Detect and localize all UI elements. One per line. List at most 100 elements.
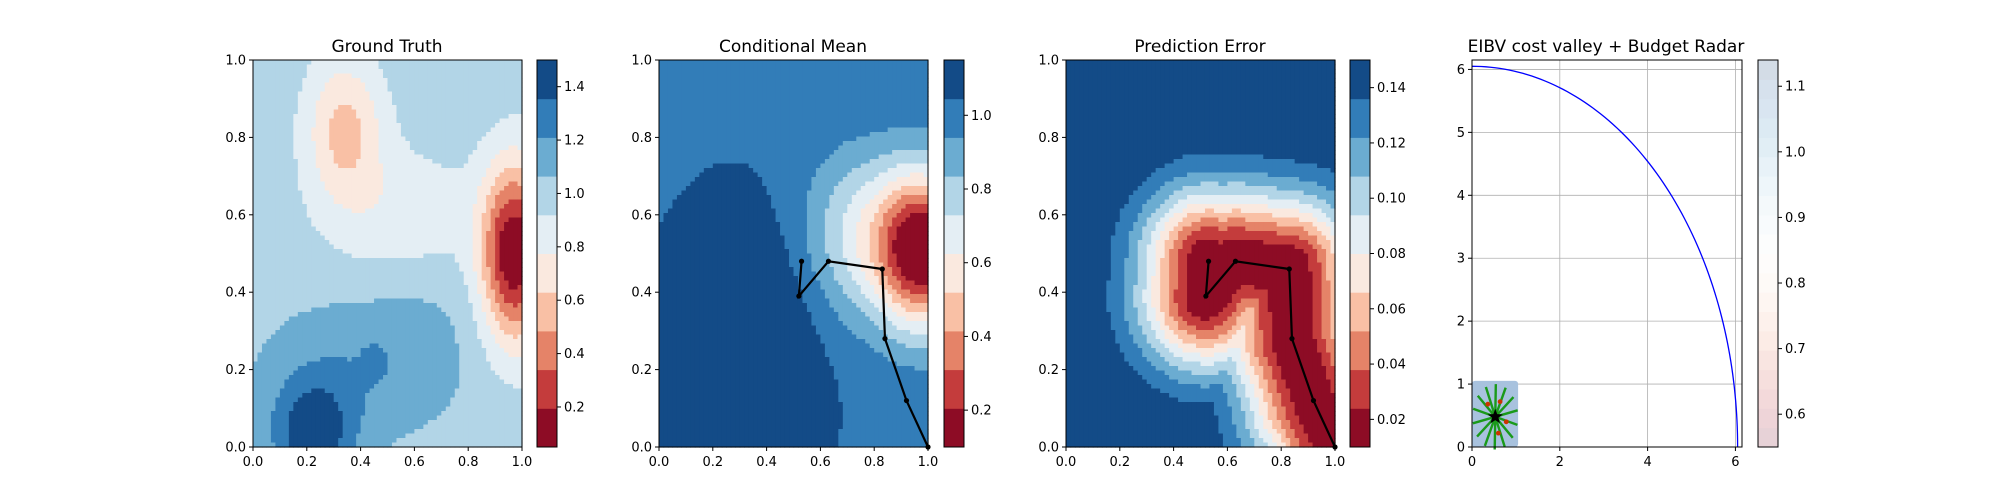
heatmap-cell — [481, 154, 487, 160]
heatmap-cell — [270, 397, 277, 403]
heatmap-cell — [486, 172, 492, 178]
heatmap-cell — [418, 177, 424, 183]
heatmap-cell — [356, 199, 362, 205]
heatmap-cell — [495, 168, 501, 174]
heatmap-cell — [495, 109, 501, 115]
heatmap-cell — [490, 213, 496, 219]
heatmap-cell — [351, 285, 357, 291]
heatmap-cell — [320, 384, 326, 390]
heatmap-cell — [306, 199, 312, 205]
heatmap-cell — [490, 294, 496, 300]
heatmap-cell — [329, 262, 335, 268]
heatmap-cell — [288, 406, 294, 412]
heatmap-cell — [423, 100, 429, 106]
heatmap-cell — [279, 96, 285, 102]
heatmap-cell — [329, 114, 335, 120]
heatmap-cell — [486, 375, 492, 381]
heatmap-cell — [369, 244, 375, 250]
heatmap-cell — [490, 163, 496, 169]
heatmap-cell — [279, 348, 285, 354]
heatmap-cell — [472, 415, 478, 421]
heatmap-cell — [284, 276, 290, 282]
heatmap-cell — [445, 388, 451, 394]
heatmap-cell — [459, 100, 465, 106]
heatmap-cell — [266, 132, 272, 138]
heatmap-cell — [360, 415, 366, 421]
heatmap-cell — [477, 420, 483, 426]
heatmap-cell — [432, 195, 438, 201]
heatmap-cell — [311, 429, 317, 435]
heatmap-cell — [396, 379, 402, 385]
heatmap-cell — [320, 159, 326, 165]
heatmap-cell — [270, 370, 277, 376]
heatmap-cell — [441, 393, 447, 399]
heatmap-cell — [472, 420, 478, 426]
heatmap-cell — [365, 204, 371, 210]
heatmap-cell — [472, 262, 478, 268]
heatmap-cell — [495, 357, 501, 363]
heatmap-cell — [347, 127, 353, 133]
heatmap-cell — [253, 406, 259, 412]
heatmap-cell — [499, 397, 505, 403]
heatmap-cell — [409, 424, 415, 430]
heatmap-cell — [418, 73, 424, 79]
heatmap-cell — [508, 60, 514, 66]
heatmap-cell — [266, 244, 272, 250]
heatmap-cell — [481, 388, 487, 394]
heatmap-cell — [338, 303, 344, 309]
heatmap-cell — [360, 352, 366, 358]
heatmap-cell — [423, 298, 429, 304]
heatmap-cell — [387, 213, 393, 219]
heatmap-cell — [293, 249, 299, 255]
heatmap-cell — [297, 186, 303, 192]
heatmap-cell — [338, 370, 344, 376]
heatmap-cell — [409, 411, 415, 417]
heatmap-cell — [427, 154, 433, 160]
heatmap-cell — [253, 168, 259, 174]
heatmap-cell — [288, 276, 294, 282]
heatmap-cell — [369, 145, 375, 151]
heatmap-cell — [383, 168, 389, 174]
heatmap-cell — [315, 109, 321, 115]
heatmap-cell — [513, 222, 519, 228]
heatmap-cell — [463, 222, 469, 228]
heatmap-cell — [306, 348, 312, 354]
heatmap-cell — [261, 402, 268, 408]
heatmap-cell — [495, 240, 501, 246]
heatmap-cell — [306, 307, 312, 313]
heatmap-cell — [391, 271, 398, 277]
heatmap-cell — [324, 321, 330, 327]
heatmap-cell — [302, 433, 308, 439]
heatmap-cell — [360, 249, 366, 255]
heatmap-cell — [423, 312, 429, 318]
heatmap-cell — [293, 429, 299, 435]
heatmap-cell — [257, 429, 263, 435]
heatmap-cell — [450, 226, 456, 232]
heatmap-cell — [342, 298, 348, 304]
heatmap-cell — [450, 73, 456, 79]
heatmap-cell — [279, 361, 285, 367]
heatmap-cell — [486, 132, 492, 138]
heatmap-cell — [427, 280, 433, 286]
heatmap-cell — [347, 240, 353, 246]
heatmap-cell — [481, 334, 487, 340]
heatmap-cell — [360, 145, 366, 151]
heatmap-cell — [391, 420, 398, 426]
heatmap-cell — [333, 343, 339, 349]
heatmap-cell — [423, 186, 429, 192]
heatmap-cell — [306, 105, 312, 111]
heatmap-cell — [342, 172, 348, 178]
heatmap-cell — [391, 123, 398, 129]
heatmap-cell — [418, 217, 424, 223]
heatmap-cell — [338, 91, 344, 97]
heatmap-cell — [315, 235, 321, 241]
heatmap-cell — [508, 150, 514, 156]
heatmap-cell — [320, 78, 326, 84]
heatmap-cell — [293, 231, 299, 237]
heatmap-cell — [450, 150, 456, 156]
heatmap-cell — [504, 159, 510, 165]
heatmap-cell — [490, 262, 496, 268]
heatmap-cell — [436, 100, 442, 106]
heatmap-cell — [360, 325, 366, 331]
heatmap-cell — [414, 267, 420, 273]
